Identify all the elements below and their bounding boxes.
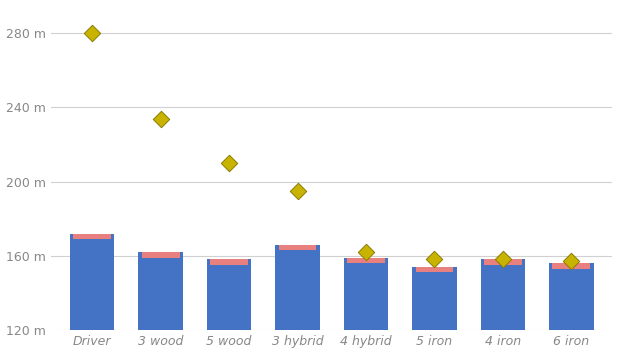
Point: [87, 30, 97, 36]
Bar: [549, 263, 594, 330]
Point: [361, 249, 371, 255]
Point: [430, 257, 439, 262]
Bar: [481, 259, 525, 330]
Point: [224, 160, 234, 166]
Bar: [552, 263, 590, 269]
Bar: [344, 258, 388, 330]
Point: [567, 258, 577, 264]
Bar: [138, 252, 183, 330]
Bar: [70, 234, 114, 330]
Bar: [210, 259, 248, 265]
Bar: [207, 259, 252, 330]
Bar: [275, 245, 320, 330]
Bar: [415, 267, 454, 273]
Bar: [74, 234, 111, 239]
Bar: [142, 252, 180, 258]
Bar: [279, 245, 316, 250]
Point: [498, 257, 508, 262]
Bar: [347, 258, 385, 263]
Bar: [484, 259, 522, 265]
Point: [156, 116, 166, 121]
Bar: [412, 267, 457, 330]
Point: [292, 188, 302, 194]
